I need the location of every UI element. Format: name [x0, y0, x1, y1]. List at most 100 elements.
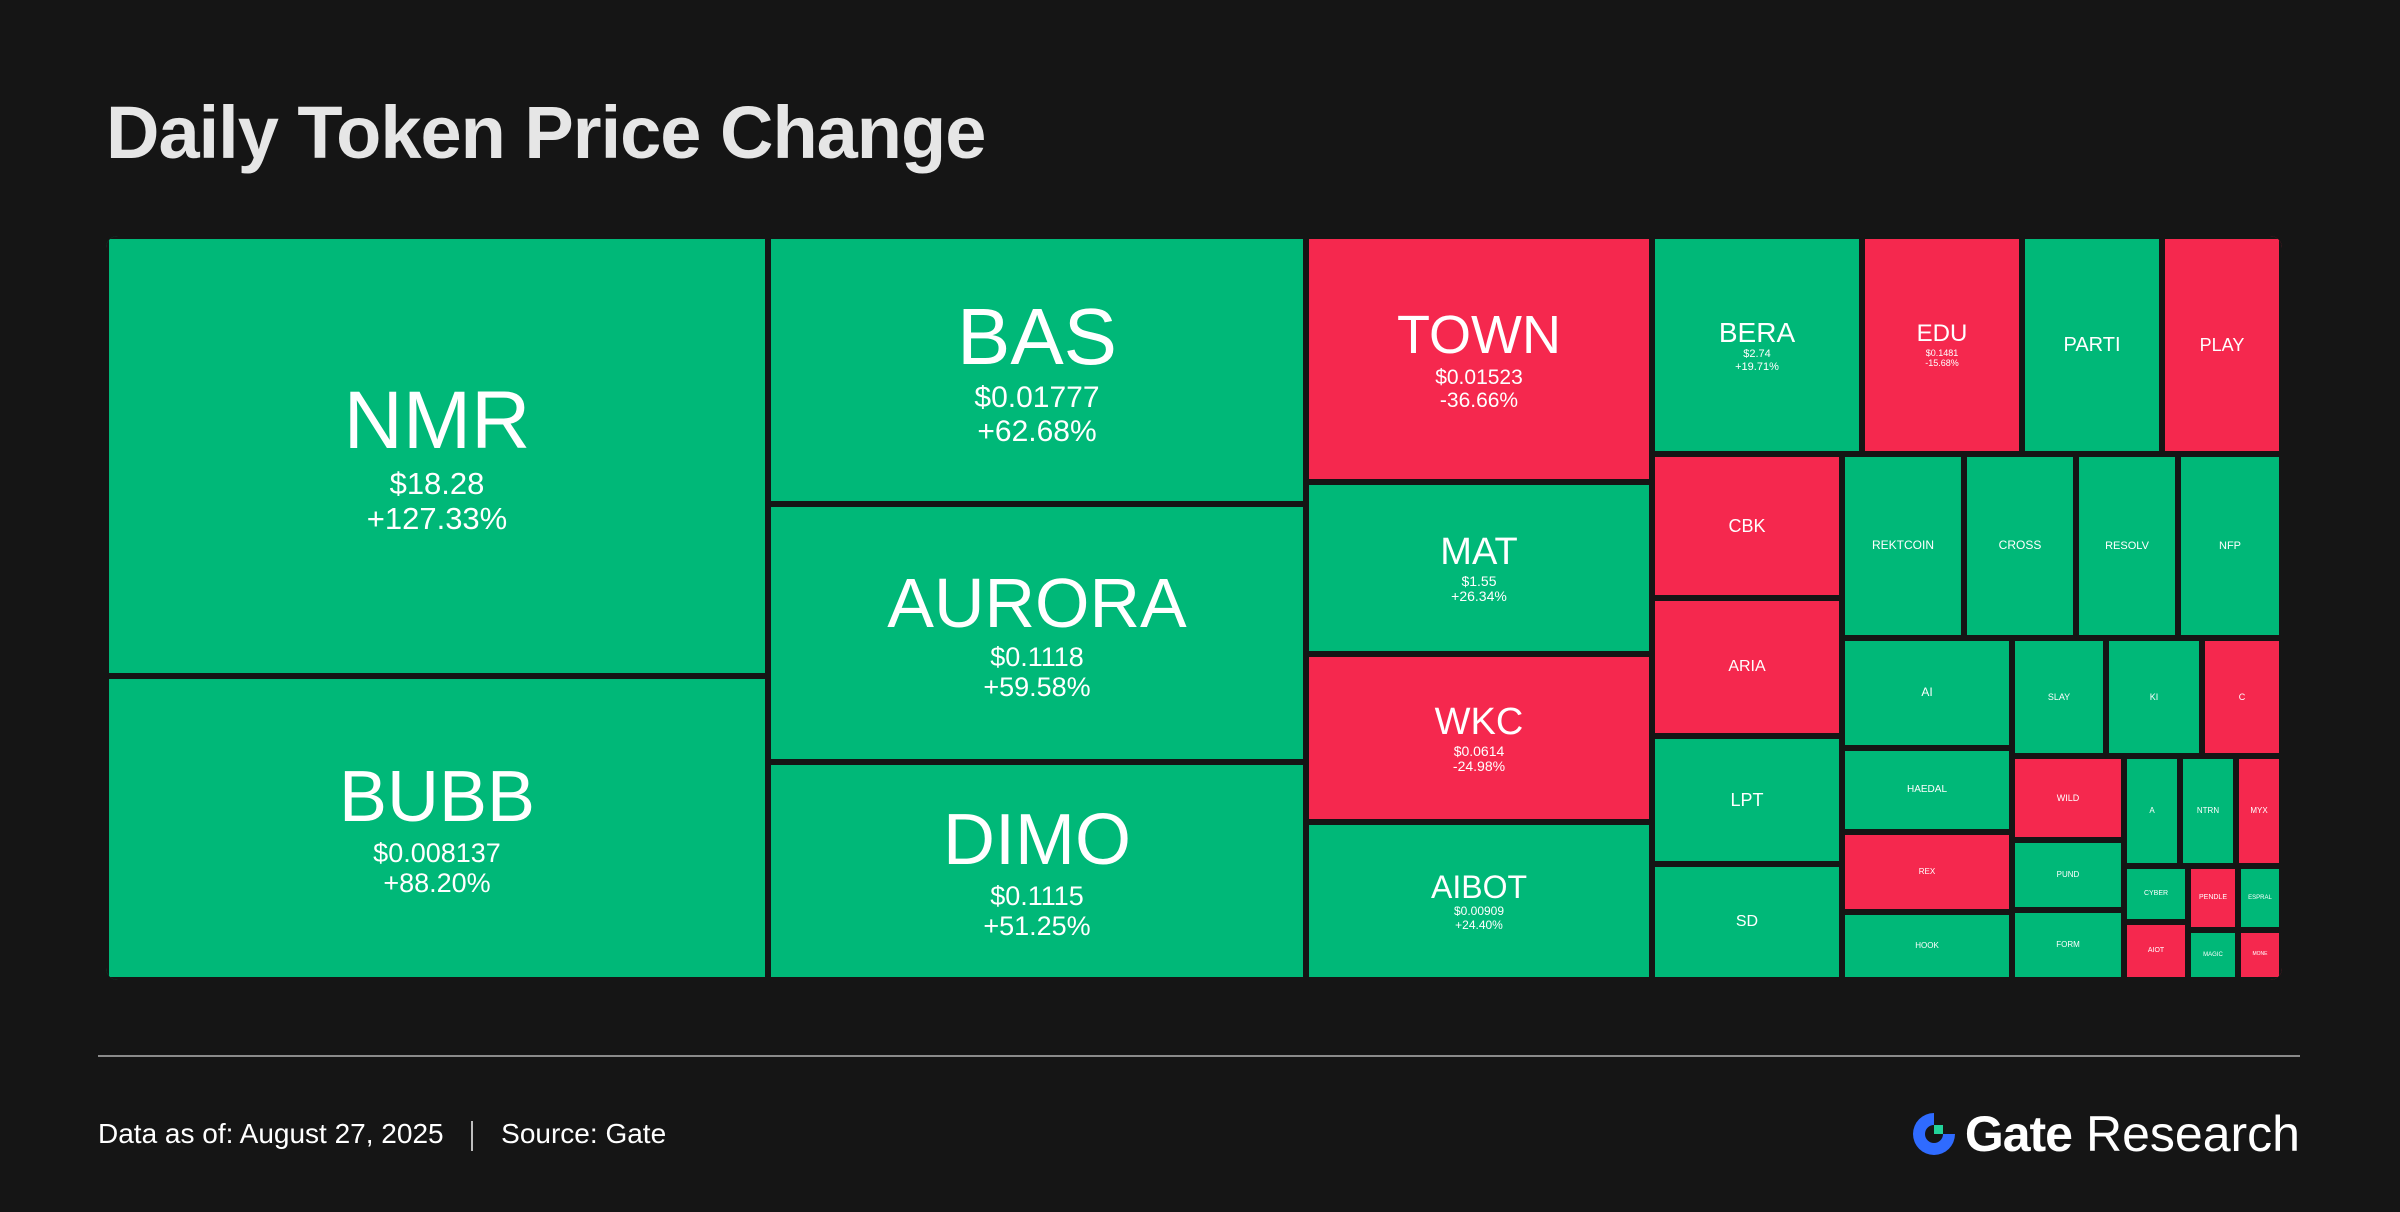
tile-change: +127.33% — [366, 500, 508, 536]
tile-change: +59.58% — [983, 672, 1091, 703]
tile-symbol: AIOT — [2147, 947, 2165, 955]
treemap-tile-pund: PUND — [2012, 840, 2124, 910]
tile-symbol: FORM — [2056, 939, 2080, 949]
treemap-tile-wild: WILD — [2012, 756, 2124, 840]
tile-symbol: EDU — [1916, 320, 1968, 348]
tile-symbol: AIBOT — [1430, 868, 1527, 905]
tile-price: $0.01523 — [1435, 365, 1523, 389]
treemap-tile-espral: ESPRAL — [2238, 866, 2282, 930]
treemap-tile-resolv: RESOLV — [2076, 454, 2178, 638]
tile-symbol: NTRN — [2196, 805, 2220, 815]
tile-change: +26.34% — [1451, 588, 1507, 605]
treemap-tile-lpt: LPT — [1652, 736, 1842, 864]
treemap-chart: NMR $18.28 +127.33% BUBB $0.008137 +88.20% BAS… — [106, 236, 2282, 980]
tile-symbol: BAS — [956, 291, 1118, 381]
tile-symbol: PENDLE — [2198, 894, 2227, 902]
treemap-tile-pendle: PENDLE — [2188, 866, 2238, 930]
brand-logo-block: Gate Research — [1909, 1102, 2300, 1166]
tile-price: $0.0614 — [1453, 742, 1505, 759]
tile-symbol: AURORA — [887, 563, 1187, 642]
tile-symbol: REKTCOIN — [1871, 538, 1934, 553]
treemap-tile-rektcoin: REKTCOIN — [1842, 454, 1964, 638]
treemap-tile-bas: BAS $0.01777 +62.68% — [768, 236, 1306, 504]
treemap-tile-ntrn: NTRN — [2180, 756, 2236, 866]
treemap-tile-bubb: BUBB $0.008137 +88.20% — [106, 676, 768, 980]
treemap-tile-edu: EDU $0.1481 -15.68% — [1862, 236, 2022, 454]
treemap-tile-nfp: NFP — [2178, 454, 2282, 638]
tile-change: -36.66% — [1439, 389, 1519, 413]
tile-symbol: BUBB — [338, 757, 536, 838]
tile-symbol: SD — [1735, 913, 1759, 931]
tile-price: $0.1118 — [990, 641, 1084, 672]
treemap-tile-aiot: AIOT — [2124, 922, 2188, 980]
tile-symbol: HOOK — [1915, 940, 1939, 950]
treemap-tile-sd: SD — [1652, 864, 1842, 980]
tile-price: $0.1115 — [990, 881, 1084, 912]
tile-price: $1.55 — [1461, 572, 1497, 589]
footer-divider — [98, 1055, 2300, 1057]
treemap-tile-dimo: DIMO $0.1115 +51.25% — [768, 762, 1306, 980]
tile-price: $0.1481 — [1925, 348, 1959, 359]
tile-price: $18.28 — [389, 466, 485, 502]
source-value: Gate — [605, 1118, 667, 1149]
tile-symbol: A — [2149, 805, 2155, 815]
treemap-tile-haedal: HAEDAL — [1842, 748, 2012, 832]
treemap-tile-ki: KI — [2106, 638, 2202, 756]
treemap-tile-c: C — [2202, 638, 2282, 756]
tile-symbol: PARTI — [2063, 333, 2121, 356]
treemap-tile-hook: HOOK — [1842, 912, 2012, 980]
treemap-tile-myx: MYX — [2236, 756, 2282, 866]
tile-symbol: PUND — [2056, 869, 2080, 879]
tile-symbol: MAGIC — [2203, 951, 2223, 958]
treemap-tile-rex: REX — [1842, 832, 2012, 912]
date-value: August 27, 2025 — [239, 1118, 444, 1149]
tile-change: +51.25% — [983, 911, 1091, 942]
tile-symbol: BERA — [1718, 317, 1796, 348]
tile-symbol: PLAY — [2199, 334, 2245, 355]
page-title: Daily Token Price Change — [106, 91, 986, 174]
tile-change: -24.98% — [1452, 758, 1506, 775]
tile-price: $2.74 — [1743, 348, 1771, 361]
treemap-tile-cbk: CBK — [1652, 454, 1842, 598]
treemap-tile-cross: CROSS — [1964, 454, 2076, 638]
tile-symbol: RESOLV — [2105, 539, 2149, 552]
tile-symbol: HAEDAL — [1906, 784, 1947, 796]
tile-symbol: ESPRAL — [2248, 894, 2272, 901]
treemap-tile-mat: MAT $1.55 +26.34% — [1306, 482, 1652, 654]
tile-change: +24.40% — [1455, 917, 1503, 932]
tile-symbol: C — [2238, 691, 2246, 702]
tile-symbol: REX — [1918, 866, 1936, 876]
treemap-tile-nmr: NMR $18.28 +127.33% — [106, 236, 768, 676]
tile-symbol: DIMO — [943, 800, 1131, 881]
date-label: Data as of: — [98, 1118, 234, 1149]
tile-symbol: WILD — [2056, 792, 2080, 803]
tile-symbol: MONE — [2252, 951, 2268, 958]
tile-symbol: NMR — [343, 375, 531, 467]
tile-change: +62.68% — [977, 414, 1097, 448]
treemap-tile-parti: PARTI — [2022, 236, 2162, 454]
brand-suffix: Research — [2086, 1106, 2300, 1162]
tile-symbol: LPT — [1730, 789, 1764, 810]
tile-change: +19.71% — [1735, 360, 1779, 373]
tile-symbol: MYX — [2250, 805, 2268, 815]
treemap-tile-play: PLAY — [2162, 236, 2282, 454]
treemap-tile-ai: AI — [1842, 638, 2012, 748]
gate-logo-icon — [1912, 1113, 1955, 1155]
tile-price: $0.008137 — [373, 838, 501, 869]
tile-price: $0.01777 — [974, 381, 1100, 415]
treemap-tile-cyber: CYBER — [2124, 866, 2188, 922]
tile-symbol: CBK — [1728, 515, 1766, 536]
treemap-tile-mone: MONE — [2238, 930, 2282, 980]
tile-change: -15.68% — [1925, 358, 1959, 369]
treemap-tile-magic: MAGIC — [2188, 930, 2238, 980]
brand-name: Gate — [1964, 1106, 2073, 1162]
tile-symbol: SLAY — [2047, 691, 2071, 702]
footer-info: Data as of: August 27, 2025 Source: Gate — [98, 1118, 666, 1151]
source-label: Source: — [501, 1118, 598, 1149]
treemap-tile-bera: BERA $2.74 +19.71% — [1652, 236, 1862, 454]
treemap-tile-aibot: AIBOT $0.00909 +24.40% — [1306, 822, 1652, 980]
treemap-tile-aurora: AURORA $0.1118 +59.58% — [768, 504, 1306, 762]
tile-symbol: MAT — [1440, 531, 1518, 574]
tile-price: $0.00909 — [1453, 904, 1505, 919]
tile-symbol: AI — [1921, 685, 1933, 700]
